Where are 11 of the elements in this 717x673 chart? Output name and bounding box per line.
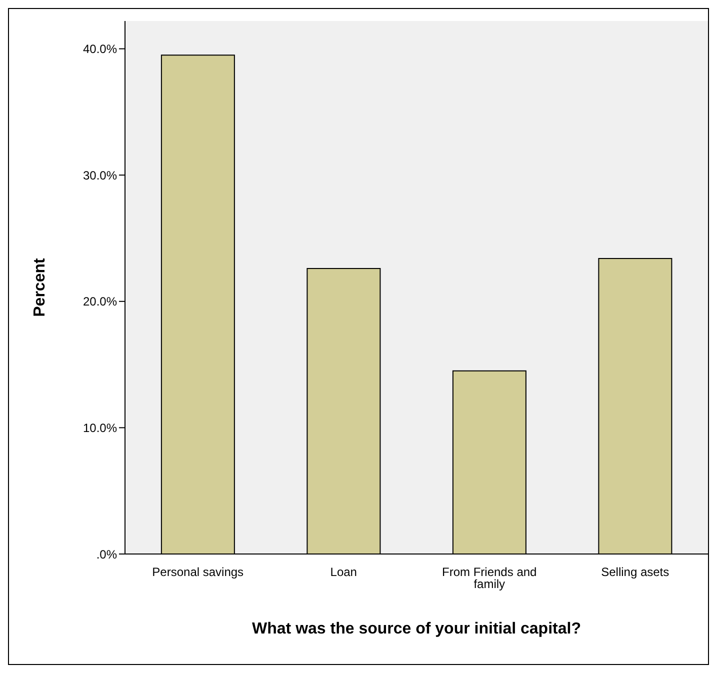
x-tick-label: Selling asets	[601, 565, 670, 579]
x-axis-title: What was the source of your initial capital?	[252, 620, 581, 638]
y-tick-label: 20.0%	[82, 294, 118, 309]
x-tick-label: Loan	[330, 565, 357, 579]
x-tick-label: Personal savings	[152, 565, 244, 579]
y-tick-label: 30.0%	[82, 168, 118, 182]
y-tick-label: 10.0%	[82, 420, 118, 435]
y-tick-label: 40.0%	[82, 42, 118, 56]
x-tick-label: From Friends and family	[442, 565, 537, 591]
y-tick-label: .0%	[96, 547, 118, 562]
y-axis-title: Percent	[32, 257, 49, 317]
